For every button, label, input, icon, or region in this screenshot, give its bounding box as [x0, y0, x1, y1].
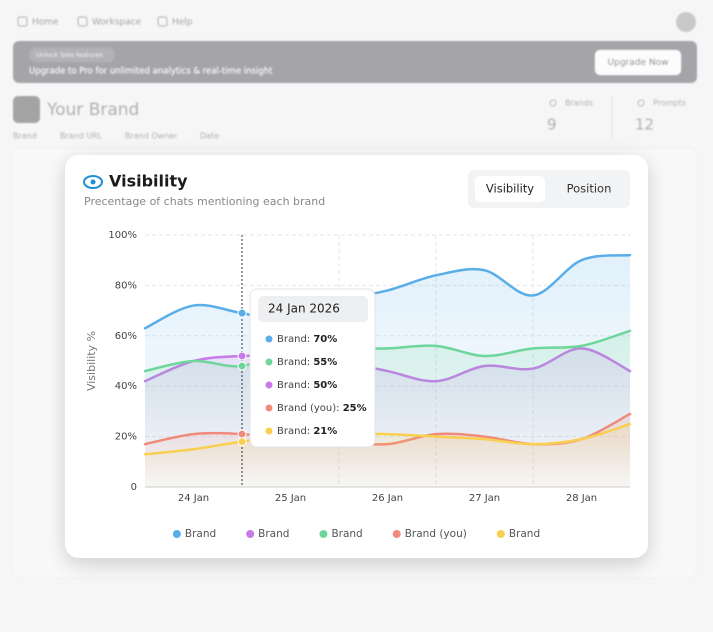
y-tick-label: 20%: [115, 432, 137, 443]
line: [143, 422, 632, 456]
tooltip-label: Brand (you):: [277, 403, 340, 414]
eye-icon: [83, 175, 103, 189]
tooltip-item: Brand: 70%: [277, 334, 337, 345]
tooltip-title-bg: [258, 296, 368, 322]
line: [143, 329, 632, 373]
eye-pupil: [90, 179, 96, 185]
x-tick-label: 24 Jan: [178, 493, 209, 504]
x-tick-label: 26 Jan: [372, 493, 403, 504]
tooltip-dot: [265, 358, 273, 366]
y-tick-label: 40%: [115, 381, 137, 392]
y-tick-label: 0: [131, 482, 137, 493]
brand-field: Brand Owner: [125, 132, 178, 141]
toggle-option[interactable]: Visibility: [486, 182, 534, 196]
banner-badge-bg: [29, 48, 115, 62]
stat-label: Brands: [565, 99, 593, 108]
y-axis-label: Visibility %: [85, 331, 98, 391]
hover-point: [237, 437, 247, 447]
stat-value: 12: [635, 116, 654, 134]
tooltip-item: Brand: 21%: [277, 426, 337, 437]
tooltip-value: 70%: [313, 334, 337, 345]
x-tick-label: 28 Jan: [566, 493, 597, 504]
legend-label[interactable]: Brand (you): [405, 528, 467, 540]
tooltip-dot: [265, 427, 273, 435]
legend-marker: [319, 530, 328, 538]
chart-card: Visibility Precentage of chats mentioning…: [65, 155, 648, 558]
stat-label: Prompts: [653, 99, 686, 108]
tooltip-dot: [265, 404, 273, 412]
legend-label[interactable]: Brand: [185, 528, 216, 540]
tooltip-dot: [265, 381, 273, 389]
legend-label[interactable]: Brand: [331, 528, 362, 540]
banner-text: Upgrade to Pro for unlimited analytics &…: [29, 67, 273, 77]
tooltip-item: Brand: 50%: [277, 380, 337, 391]
tooltip: [249, 288, 376, 448]
upgrade-button-label[interactable]: Upgrade Now: [608, 58, 669, 68]
hover-point: [237, 351, 247, 361]
legend-marker: [392, 530, 401, 538]
hover-point: [237, 361, 247, 371]
hover-point: [237, 429, 247, 439]
banner-badge: Unlock Solo features: [36, 51, 103, 59]
tooltip-value: 50%: [313, 380, 337, 391]
banner: [13, 41, 697, 83]
legend-marker: [172, 530, 181, 538]
legend-marker: [496, 530, 505, 538]
tooltip-value: 25%: [343, 403, 367, 414]
brand-field: Brand URL: [60, 132, 103, 141]
tooltip-title: 24 Jan 2026: [268, 302, 340, 316]
stat-icon: [637, 99, 645, 107]
nav-icon: [17, 16, 28, 27]
legend-label[interactable]: Brand: [258, 528, 289, 540]
tooltip-dot: [265, 335, 273, 343]
nav-icon: [157, 16, 168, 27]
x-tick-label: 27 Jan: [469, 493, 500, 504]
nav-item[interactable]: Home: [32, 18, 59, 28]
toggle-option[interactable]: Position: [567, 182, 612, 196]
x-tick-label: 25 Jan: [275, 493, 306, 504]
tooltip-item: Brand (you): 25%: [277, 403, 367, 414]
legend-marker: [246, 530, 255, 538]
toggle-active[interactable]: [475, 176, 545, 202]
tooltip-value: 55%: [313, 357, 337, 368]
hover-point: [237, 308, 247, 318]
brand-field: Brand: [13, 132, 37, 141]
nav-item[interactable]: Help: [172, 18, 193, 28]
brand-title: Your Brand: [46, 100, 139, 120]
tooltip-value: 21%: [313, 426, 337, 437]
nav-icon: [77, 16, 88, 27]
brand-logo: [13, 96, 40, 123]
line: [143, 253, 632, 330]
stat-value: 9: [547, 116, 557, 134]
avatar[interactable]: [676, 12, 696, 32]
tooltip-label: Brand:: [277, 357, 310, 368]
legend-label[interactable]: Brand: [509, 528, 540, 540]
tooltip-label: Brand:: [277, 426, 310, 437]
nav-item[interactable]: Workspace: [92, 18, 142, 28]
y-tick-label: 60%: [115, 331, 137, 342]
y-tick-label: 100%: [108, 230, 137, 241]
y-tick-label: 80%: [115, 280, 137, 291]
brand-field: Date: [200, 132, 219, 141]
stat-icon: [549, 99, 557, 107]
tooltip-label: Brand:: [277, 334, 310, 345]
tooltip-label: Brand:: [277, 380, 310, 391]
tooltip-item: Brand: 55%: [277, 357, 337, 368]
upgrade-button[interactable]: [595, 50, 681, 75]
chart-title: Visibility: [109, 172, 188, 191]
chart-subtitle: Precentage of chats mentioning each bran…: [84, 195, 325, 208]
